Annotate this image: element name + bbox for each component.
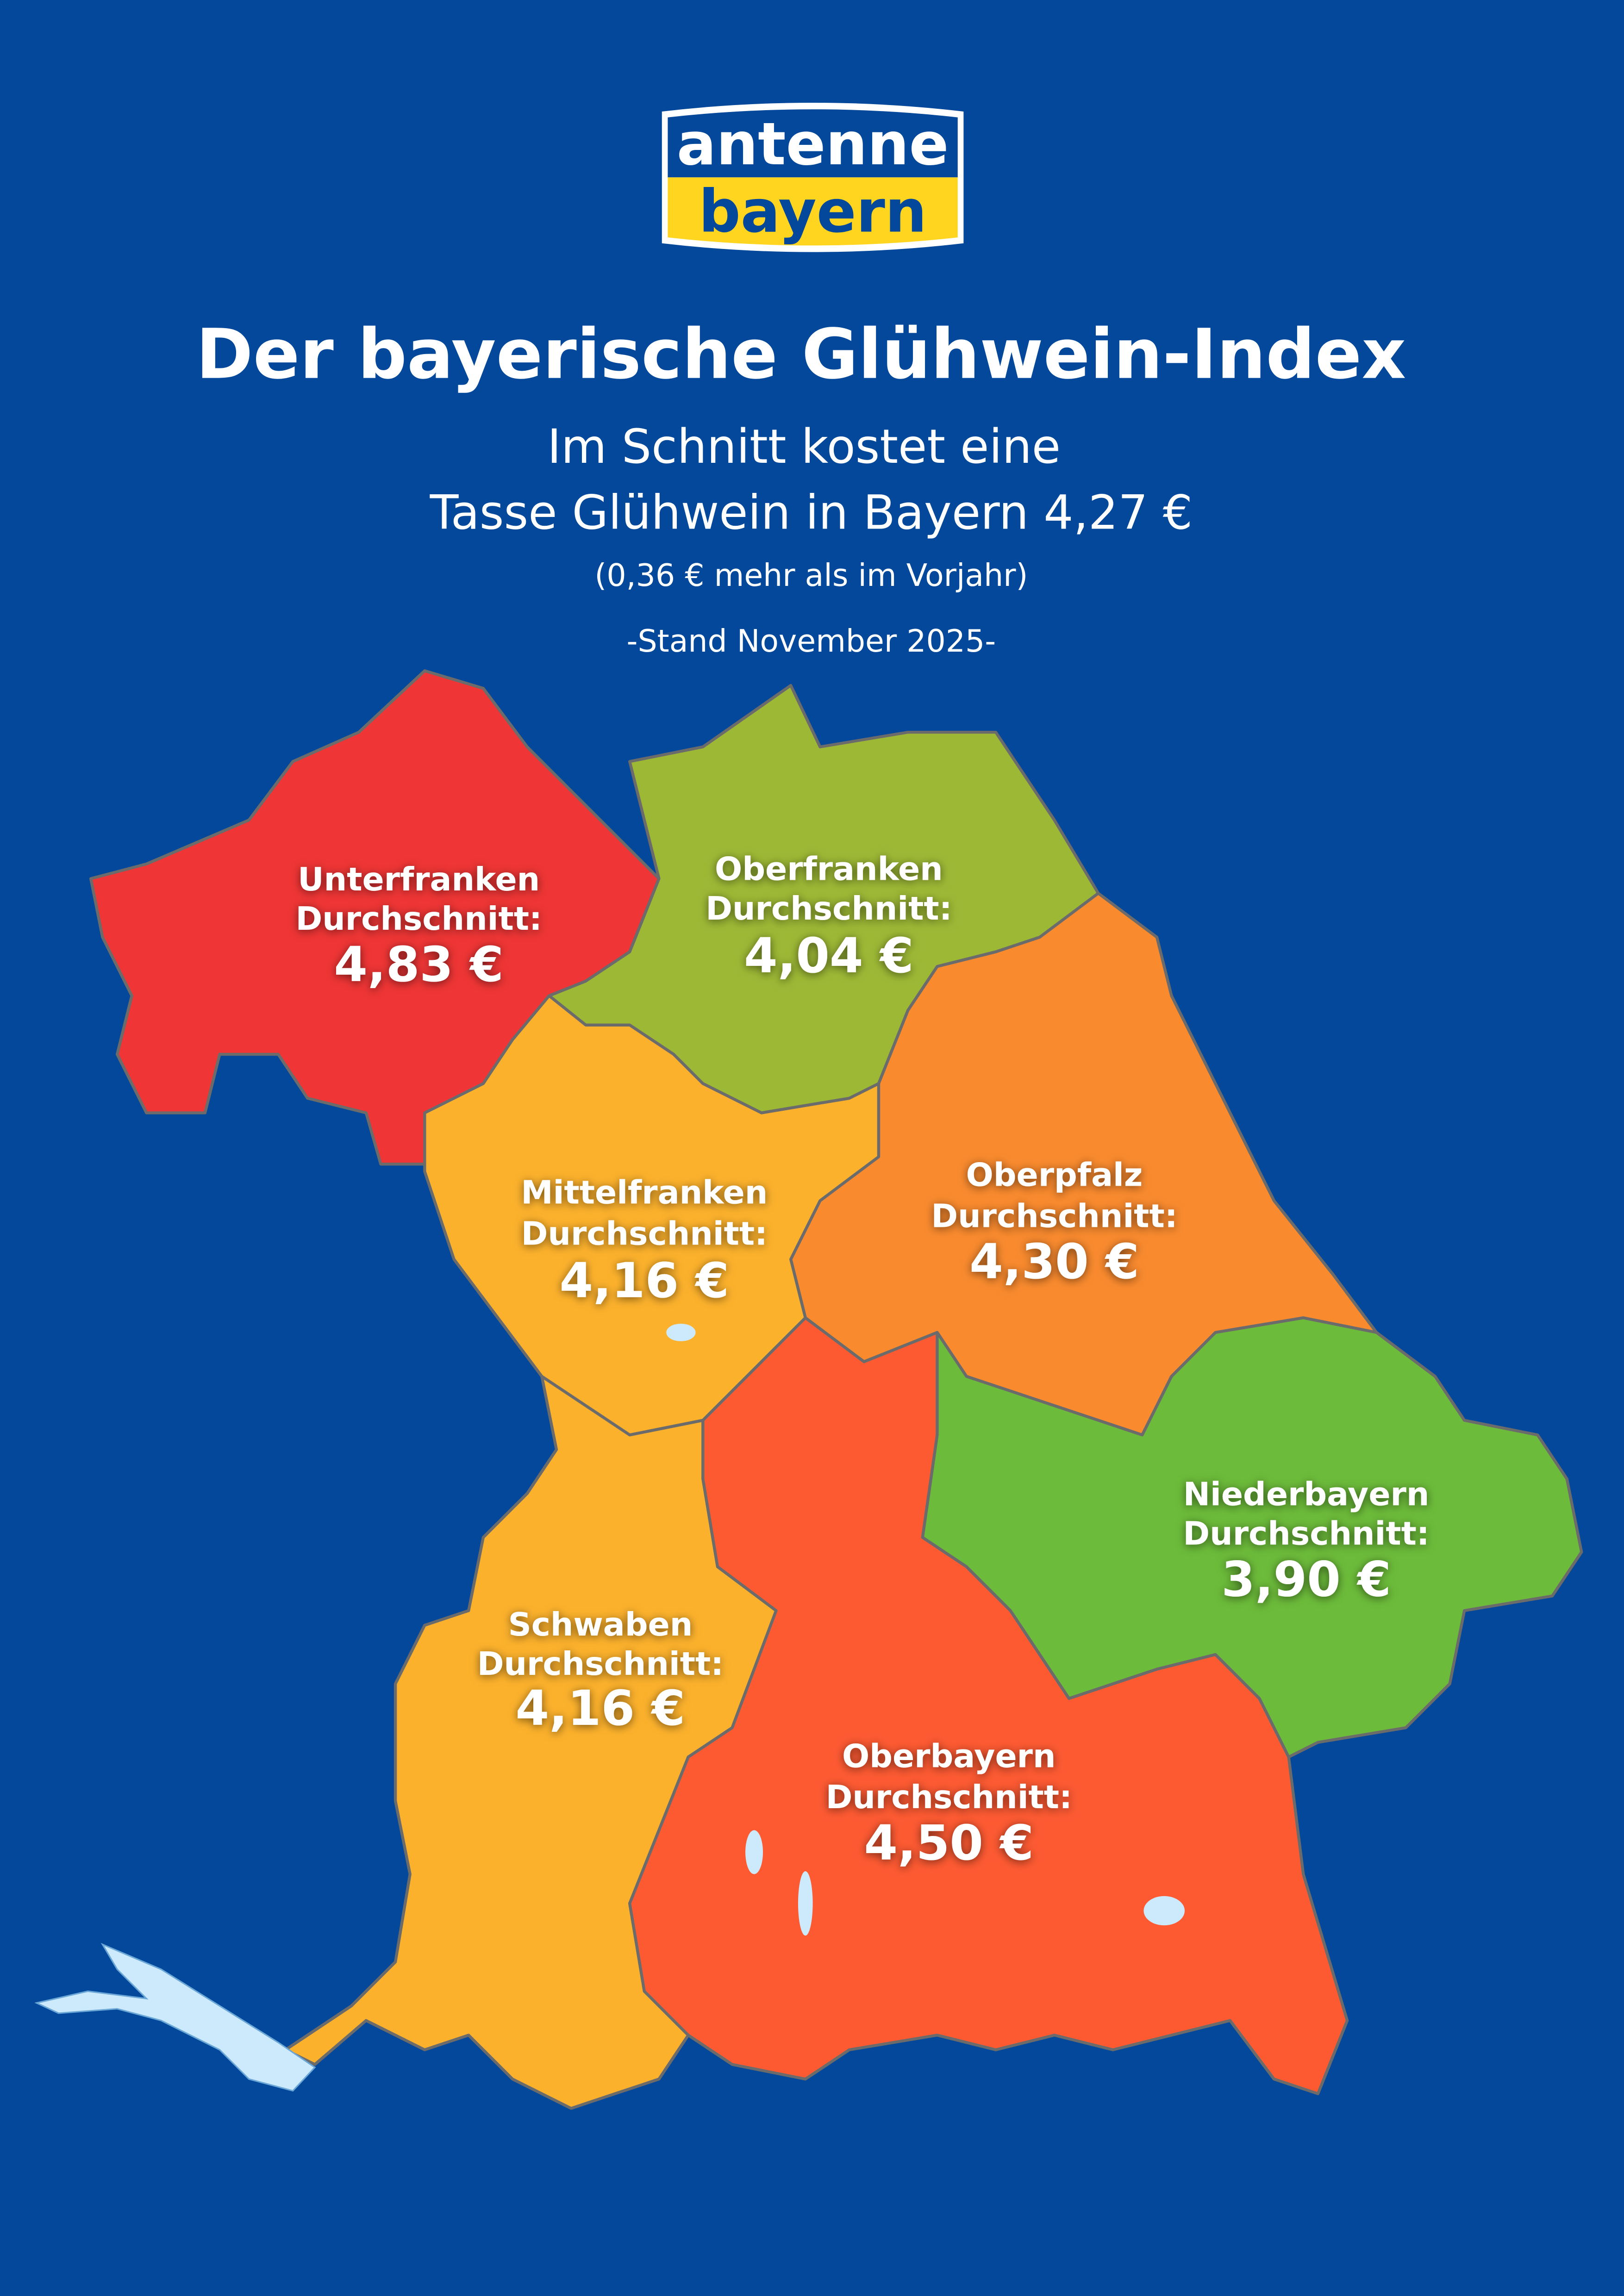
region-label: Durchschnitt: [1183,1515,1429,1553]
region-price: 4,30 € [969,1233,1139,1290]
region-label: Durchschnitt: [931,1197,1177,1235]
label-schwaben: Schwaben Durchschnitt: 4,16 € [477,1606,724,1736]
subtitle-line-2: Tasse Glühwein in Bayern 4,27 € [430,485,1193,540]
lake-starnberg [798,1871,813,1936]
region-name: Unterfranken [298,861,540,898]
region-name: Oberbayern [842,1738,1056,1775]
label-mittelfranken: Mittelfranken Durchschnitt: 4,16 € [521,1174,768,1309]
label-oberfranken: Oberfranken Durchschnitt: 4,04 € [706,851,952,984]
map-of-bavaria [34,669,1583,2110]
region-label: Durchschnitt: [296,900,542,938]
region-name: Oberpfalz [966,1157,1143,1194]
region-price: 4,50 € [864,1815,1034,1871]
antenne-bayern-logo: antenne bayern [662,102,964,252]
label-niederbayern: Niederbayern Durchschnitt: 3,90 € [1183,1475,1429,1607]
page-title: Der bayerische Glühwein-Index [196,315,1406,395]
region-mittelfranken [423,994,881,1437]
region-name: Mittelfranken [521,1174,768,1212]
region-label: Durchschnitt: [477,1645,724,1683]
region-price: 4,83 € [334,936,503,993]
logo-text-antenne: antenne [677,110,949,178]
region-label: Durchschnitt: [521,1215,768,1252]
previous-year-note: (0,36 € mehr als im Vorjahr) [594,557,1028,593]
lake-bodensee [34,1942,316,2092]
subtitle-line-1: Im Schnitt kostet eine [547,419,1061,474]
logo-text-bayern: bayern [699,177,927,245]
label-oberpfalz: Oberpfalz Durchschnitt: 4,30 € [931,1157,1177,1290]
region-price: 4,04 € [744,927,914,984]
region-price: 4,16 € [560,1252,730,1309]
region-name: Niederbayern [1183,1475,1430,1513]
lake-chiemsee [1143,1896,1185,1926]
region-name: Schwaben [508,1606,693,1643]
date-note: -Stand November 2025- [627,623,996,659]
region-label: Durchschnitt: [706,890,952,927]
region-name: Oberfranken [715,851,943,888]
label-unterfranken: Unterfranken Durchschnitt: 4,83 € [296,861,542,993]
region-price: 4,16 € [516,1680,686,1736]
lake-brombachsee [666,1324,696,1342]
lake-ammersee [745,1830,763,1874]
label-oberbayern: Oberbayern Durchschnitt: 4,50 € [826,1738,1072,1871]
region-niederbayern [921,1316,1583,1759]
region-label: Durchschnitt: [826,1779,1072,1816]
region-price: 3,90 € [1221,1551,1391,1607]
